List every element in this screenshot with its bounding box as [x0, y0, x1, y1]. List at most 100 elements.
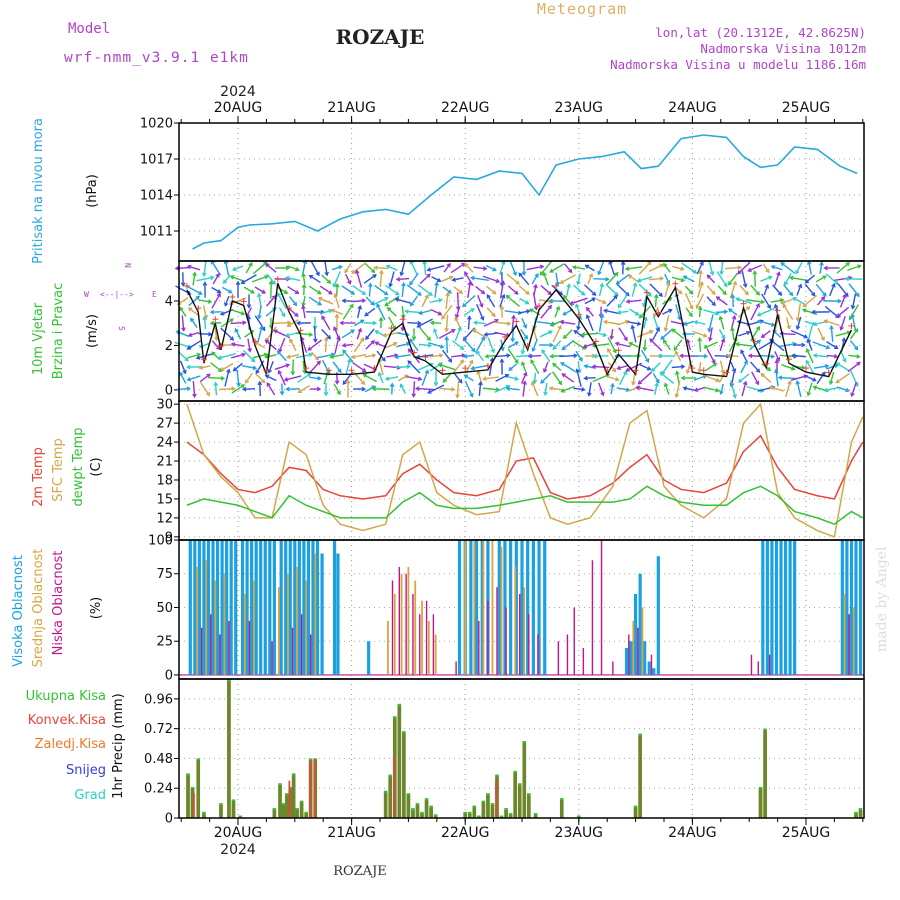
- model-label: Model: [68, 21, 110, 37]
- wind-arrow: [609, 260, 615, 276]
- wind-arrow-head: [806, 391, 812, 397]
- wind-arrow-head: [770, 322, 776, 327]
- wind-arrow: [654, 294, 658, 308]
- wind-arrow: [265, 374, 277, 382]
- wind-arrow-head: [609, 335, 615, 341]
- high-cloud-bar: [537, 540, 541, 675]
- high-cloud-bar: [234, 540, 238, 675]
- wind-arrow-head: [450, 387, 456, 392]
- wind-arrow-head: [429, 320, 435, 326]
- wind-arrow-head: [404, 309, 409, 314]
- wind-arrow: [222, 286, 232, 294]
- wind-arrow-head: [823, 387, 829, 393]
- wind-arrow-head: [514, 290, 519, 295]
- high-cloud-bar: [320, 553, 324, 675]
- wind-arrow-head: [745, 305, 751, 311]
- wind-arrow-head: [655, 327, 660, 332]
- wind-arrow: [438, 363, 456, 371]
- mid-cloud-bar: [852, 607, 855, 675]
- wind-arrow-head: [730, 293, 736, 299]
- mid-cloud-bar: [214, 580, 217, 675]
- temp-unit: (C): [89, 457, 104, 476]
- wind-arrow: [552, 371, 562, 385]
- low-cloud-bar: [537, 634, 539, 675]
- wind-arrow-head: [842, 358, 847, 363]
- wind-arrow: [816, 371, 826, 385]
- wind-arrow-head: [527, 353, 533, 359]
- wind-arrow: [775, 369, 779, 387]
- wind-arrow-head: [804, 279, 810, 284]
- wind-arrow: [406, 284, 422, 296]
- low-cloud-bar: [487, 600, 489, 675]
- wind-arrow: [302, 273, 306, 285]
- wind-arrow: [378, 372, 384, 384]
- wind-arrow-head: [711, 290, 716, 295]
- wind-arrow-head: [399, 271, 405, 277]
- wind-arrow: [560, 362, 576, 372]
- wind-arrow: [187, 375, 201, 381]
- wind-arrow: [587, 273, 593, 285]
- wind-arrow-head: [715, 387, 720, 393]
- x-tick-label-top: 21AUG: [327, 100, 376, 116]
- wind-arrow-head: [616, 365, 621, 371]
- wind-arrow-head: [520, 350, 526, 355]
- y-tick-label: 0.96: [144, 692, 173, 707]
- wind-arrow: [499, 281, 505, 299]
- wind-arrow-head: [198, 290, 203, 295]
- high-cloud-bar: [259, 540, 263, 675]
- y-tick-label: 21: [156, 455, 173, 470]
- wind-arrow: [332, 361, 342, 373]
- wind-arrow: [694, 386, 706, 392]
- y-tick-label: 0.72: [144, 722, 173, 737]
- low-cloud-bar: [310, 634, 312, 675]
- precip-mixed-bar: [285, 795, 289, 818]
- wind-arrow-head: [663, 382, 669, 388]
- wind-arrow: [187, 265, 201, 271]
- wind-arrow: [522, 381, 526, 397]
- high-cloud-bar: [284, 540, 288, 675]
- wind-arrow-head: [286, 354, 291, 359]
- wind-arrow-head: [842, 293, 847, 299]
- wind-arrow: [824, 386, 840, 392]
- wind-arrow-head: [479, 303, 484, 308]
- wind-arrow: [495, 374, 509, 382]
- wind-arrow-head: [184, 357, 189, 362]
- wind-arrow: [598, 314, 604, 332]
- wind-arrow-head: [470, 275, 475, 281]
- wind-arrow-head: [580, 291, 586, 296]
- wind-arrow: [482, 275, 500, 283]
- y-tick-label: 2: [165, 339, 173, 354]
- wind-arrow: [539, 330, 553, 338]
- wind-arrow-head: [547, 290, 552, 296]
- wind-arrow-head: [805, 348, 811, 353]
- mid-cloud-bar: [434, 634, 437, 675]
- wind-arrow: [284, 375, 302, 381]
- wind-arrow-head: [850, 392, 855, 398]
- mid-cloud-bar: [514, 566, 517, 675]
- wind-arrow: [455, 306, 461, 318]
- wind-arrow-head: [682, 386, 688, 391]
- precip-total-bar: [499, 815, 504, 818]
- wind-arrow: [610, 328, 614, 340]
- wind-arrow-head: [747, 353, 753, 359]
- wind-arrow-head: [549, 322, 555, 327]
- low-cloud-bar: [432, 614, 435, 675]
- precip-mixed-bar: [429, 807, 433, 818]
- wind-arrow: [355, 270, 363, 288]
- wind-arrow-head: [711, 301, 716, 307]
- wind-arrow-head: [186, 386, 191, 391]
- wind-arrow: [236, 370, 240, 386]
- wind-arrow-head: [616, 310, 622, 315]
- wind-arrow: [210, 321, 222, 325]
- wind-arrow: [430, 308, 442, 316]
- wind-arrow-head: [216, 292, 221, 298]
- wind-arrow-head: [350, 290, 356, 295]
- precip-mixed-bar: [272, 810, 277, 818]
- wind-arrow-head: [235, 280, 241, 286]
- precip-unit: (mm): [111, 693, 126, 728]
- precip-mixed-bar: [411, 810, 415, 818]
- wind-arrow-head: [444, 335, 450, 341]
- wind-arrow: [442, 349, 452, 363]
- wind-arrow-head: [459, 345, 465, 350]
- wind-arrow-head: [285, 363, 291, 368]
